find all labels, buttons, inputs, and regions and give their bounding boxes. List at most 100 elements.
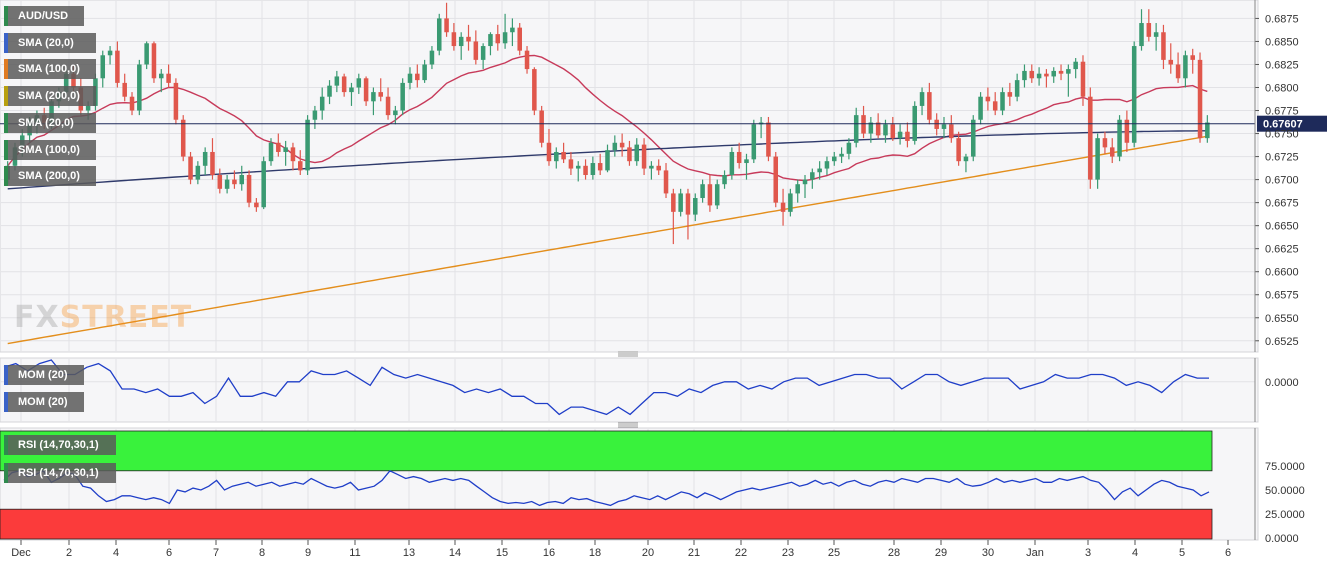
- candle-down: [71, 73, 76, 88]
- sma-100-label-2[interactable]: SMA (100,0): [4, 139, 96, 160]
- candle-down: [532, 69, 537, 111]
- candle-down: [663, 170, 669, 194]
- x-tick-label: 25: [828, 547, 840, 559]
- candle-up: [224, 179, 230, 189]
- candle-up: [824, 161, 830, 169]
- candle-down: [1102, 138, 1108, 148]
- x-tick-label: 4: [113, 547, 119, 559]
- sma-200-label-2[interactable]: SMA (200,0): [4, 166, 96, 187]
- candle-up: [554, 151, 559, 162]
- candle-down: [129, 96, 135, 111]
- candle-up: [85, 105, 91, 111]
- watermark-fx: FX: [14, 300, 60, 335]
- symbol-label[interactable]: AUD/USD: [4, 6, 84, 26]
- y-tick-label: 0.6550: [1265, 313, 1299, 325]
- y-tick-label: 75.0000: [1265, 461, 1305, 473]
- candle-up: [832, 156, 837, 162]
- candle-down: [188, 156, 193, 180]
- candle-up: [883, 124, 888, 136]
- candle-up: [1117, 119, 1122, 157]
- candle-up: [195, 165, 201, 180]
- momentum-axis: 0.0000: [1254, 358, 1299, 422]
- candle-down: [627, 147, 632, 162]
- x-tick-label: 20: [642, 547, 654, 559]
- candle-up: [1153, 32, 1159, 37]
- candle-up: [795, 184, 800, 194]
- candle-up: [1000, 92, 1005, 111]
- x-tick-label: 6: [1225, 547, 1231, 559]
- candle-down: [1168, 59, 1174, 65]
- candle-down: [290, 147, 296, 162]
- mom-label-2[interactable]: MOM (20): [4, 392, 84, 412]
- candle-up: [268, 142, 274, 162]
- candle-up: [744, 159, 749, 164]
- candle-down: [210, 151, 215, 175]
- candle-up: [817, 168, 822, 173]
- rsi-overbought-zone: [0, 430, 1213, 472]
- candle-down: [122, 82, 127, 97]
- candle-down: [1029, 70, 1035, 79]
- candle-up: [1051, 70, 1056, 77]
- candle-up: [319, 96, 325, 111]
- candle-up: [1205, 122, 1210, 139]
- sma-20-line: [7, 54, 1208, 182]
- candle-down: [166, 73, 171, 83]
- price-axis: 0.6525 0.6550 0.6575 0.6600 0.6625 0.6650 0.66…: [1254, 0, 1299, 352]
- candle-down: [568, 159, 574, 169]
- y-tick-label: 25.0000: [1265, 509, 1305, 521]
- x-tick-label: 8: [259, 547, 265, 559]
- x-tick-label: 3: [1085, 547, 1091, 559]
- mom-label-1[interactable]: MOM (20): [4, 365, 84, 385]
- sma-200-line: [7, 135, 1208, 345]
- candle-up: [751, 124, 757, 160]
- candle-up: [144, 43, 149, 65]
- sma-200-label[interactable]: SMA (200,0): [4, 86, 96, 107]
- candle-down: [992, 101, 998, 111]
- candle-down: [378, 92, 383, 97]
- candle-down: [1146, 23, 1152, 37]
- x-tick-label: 9: [305, 547, 311, 559]
- candle-down: [1058, 70, 1064, 74]
- candle-up: [1022, 70, 1027, 81]
- candle-down: [1190, 55, 1195, 60]
- rsi-label-1[interactable]: RSI (14,70,30,1): [4, 435, 116, 455]
- candle-up: [729, 151, 735, 175]
- sma-20-label[interactable]: SMA (20,0): [4, 32, 96, 53]
- sma-20-label-2[interactable]: SMA (20,0): [4, 112, 96, 133]
- candle-up: [1183, 55, 1188, 79]
- sma-100-label[interactable]: SMA (100,0): [4, 59, 96, 80]
- candle-down: [151, 43, 157, 79]
- current-price-tag: [1257, 115, 1327, 132]
- candle-up: [788, 193, 793, 212]
- x-tick-label: 30: [982, 547, 994, 559]
- candle-down: [232, 179, 237, 185]
- x-tick-label: 7: [213, 547, 219, 559]
- candle-down: [985, 96, 991, 102]
- x-tick-label: 29: [935, 547, 947, 559]
- candle-down: [246, 175, 252, 203]
- candle-down: [656, 165, 661, 171]
- watermark-street: STREET: [59, 300, 193, 335]
- rsi-label-2[interactable]: RSI (14,70,30,1): [4, 463, 116, 483]
- x-tick-label: 18: [589, 547, 601, 559]
- candle-up: [334, 76, 340, 86]
- pane-dividers: [618, 351, 638, 428]
- candle-up: [100, 55, 106, 79]
- y-tick-label: 0.6775: [1265, 106, 1299, 118]
- candle-up: [868, 122, 874, 134]
- price-pane-bg: [0, 0, 1259, 353]
- candle-up: [488, 34, 493, 47]
- candle-down: [583, 165, 588, 175]
- y-tick-label: 0.0000: [1265, 377, 1299, 389]
- candle-down: [1080, 61, 1086, 97]
- fxstreet-watermark: FXSTREET: [14, 300, 192, 335]
- candle-down: [597, 163, 603, 171]
- candle-up: [502, 32, 508, 44]
- candle-down: [1109, 147, 1115, 157]
- candle-down: [524, 50, 530, 70]
- candle-up: [678, 193, 683, 212]
- candle-down: [641, 144, 647, 169]
- rsi-line: [3, 469, 1210, 507]
- candle-up: [436, 18, 442, 51]
